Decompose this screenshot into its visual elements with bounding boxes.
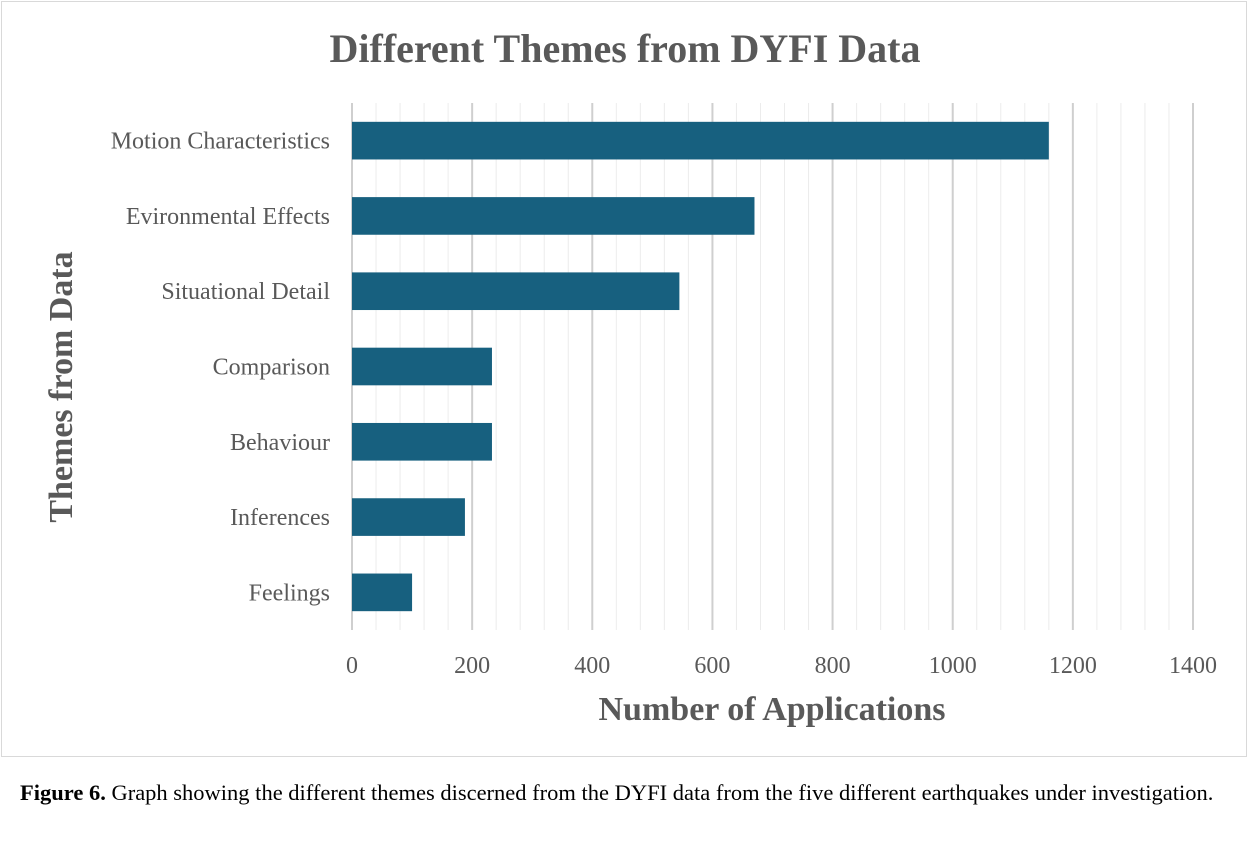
category-label: Feelings [249,580,330,606]
x-tick-label: 200 [454,653,490,679]
caption-text: Graph showing the different themes disce… [105,780,1214,805]
x-tick-label: 1000 [929,653,977,679]
bar-chart: Motion Characteristics Evironmental Effec… [43,26,1217,728]
figure-caption: Figure 6. Graph showing the different th… [20,774,1235,811]
bar-inferences [352,498,465,536]
x-tick-labels: 0 200 400 600 800 1000 1200 1400 [346,653,1217,679]
y-axis-title: Themes from Data [43,251,80,522]
bar-motion-characteristics [352,121,1049,160]
chart-frame: Motion Characteristics Evironmental Effec… [1,1,1247,757]
category-label: Motion Characteristics [111,129,330,155]
x-axis-title: Number of Applications [599,691,946,728]
category-label: Evironmental Effects [126,204,330,230]
bar-evironmental-effects [352,197,755,235]
x-tick-label: 600 [694,653,730,679]
bars [352,121,1049,612]
category-label: Comparison [213,355,330,381]
x-tick-label: 800 [815,653,851,679]
bar-situational-detail [352,272,680,311]
x-tick-label: 400 [574,653,610,679]
category-label: Situational Detail [161,279,330,305]
bar-comparison [352,347,492,386]
bar-behaviour [352,422,492,461]
x-tick-label: 1400 [1169,653,1217,679]
x-tick-label: 0 [346,653,358,679]
gridlines [351,103,1194,630]
category-labels: Motion Characteristics Evironmental Effec… [111,129,331,607]
chart-title: Different Themes from DYFI Data [330,26,921,71]
x-tick-label: 1200 [1049,653,1097,679]
caption-label: Figure 6. [20,780,106,805]
bar-feelings [352,573,413,612]
category-label: Inferences [230,505,330,531]
category-label: Behaviour [230,430,330,456]
